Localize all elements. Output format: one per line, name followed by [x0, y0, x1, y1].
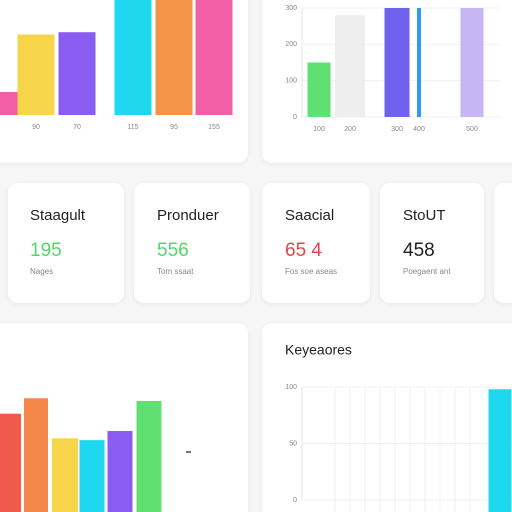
- bar: [195, 0, 233, 115]
- bar: [384, 8, 410, 117]
- y-tick-label: 50: [289, 440, 297, 447]
- panel: [262, 323, 512, 512]
- card: [134, 183, 250, 303]
- card: [262, 183, 370, 303]
- bar: [0, 92, 19, 115]
- card-title: Pronduer: [157, 207, 219, 224]
- bar: [155, 0, 193, 115]
- y-tick-label: 0: [293, 114, 297, 121]
- x-tick-label: 90: [32, 124, 40, 131]
- x-tick-label: 100: [313, 126, 325, 133]
- x-tick-label: 400: [413, 126, 425, 133]
- y-tick-label: 200: [285, 41, 297, 48]
- card-title: Staagult: [30, 207, 86, 224]
- y-tick-label: 100: [285, 78, 297, 85]
- bar: [52, 438, 78, 512]
- y-tick-label: 0: [293, 497, 297, 504]
- card-value: 458: [403, 240, 435, 261]
- card-title: StoUT: [403, 207, 446, 224]
- x-tick-label: 70: [73, 124, 81, 131]
- x-tick-label: 115: [127, 124, 138, 131]
- bar: [79, 440, 105, 512]
- bar: [17, 34, 55, 115]
- y-tick-label: 300: [285, 5, 297, 12]
- bar: [114, 0, 152, 115]
- card-value: 556: [157, 240, 189, 261]
- bar: [417, 8, 421, 117]
- bar: [136, 400, 162, 512]
- x-tick-label: 300: [391, 126, 403, 133]
- y-tick-label: 100: [285, 384, 297, 391]
- card-value: 65 4: [285, 240, 322, 261]
- bar: [488, 389, 512, 512]
- card-subtitle: Tom ssaat: [157, 267, 194, 276]
- bar: [0, 413, 21, 512]
- bar: [335, 15, 365, 118]
- card: [380, 183, 484, 303]
- card-subtitle: Poegaent ant: [403, 267, 451, 276]
- card-value: 195: [30, 240, 62, 261]
- card: [494, 183, 512, 303]
- bar: [307, 62, 331, 117]
- bar: [58, 32, 96, 116]
- bar: [24, 398, 48, 512]
- bar: [107, 431, 133, 512]
- card-subtitle: Fos soe aseas: [285, 267, 337, 276]
- chart-title: Keyeaores: [285, 342, 352, 358]
- x-tick-label: 200: [344, 126, 356, 133]
- card: [8, 183, 124, 303]
- x-tick-label: 95: [170, 124, 178, 131]
- card-subtitle: Nages: [30, 267, 53, 276]
- bar: [460, 8, 484, 117]
- card-title: Saacial: [285, 207, 334, 224]
- x-tick-label: 500: [466, 126, 478, 133]
- x-tick-label: 155: [208, 124, 220, 131]
